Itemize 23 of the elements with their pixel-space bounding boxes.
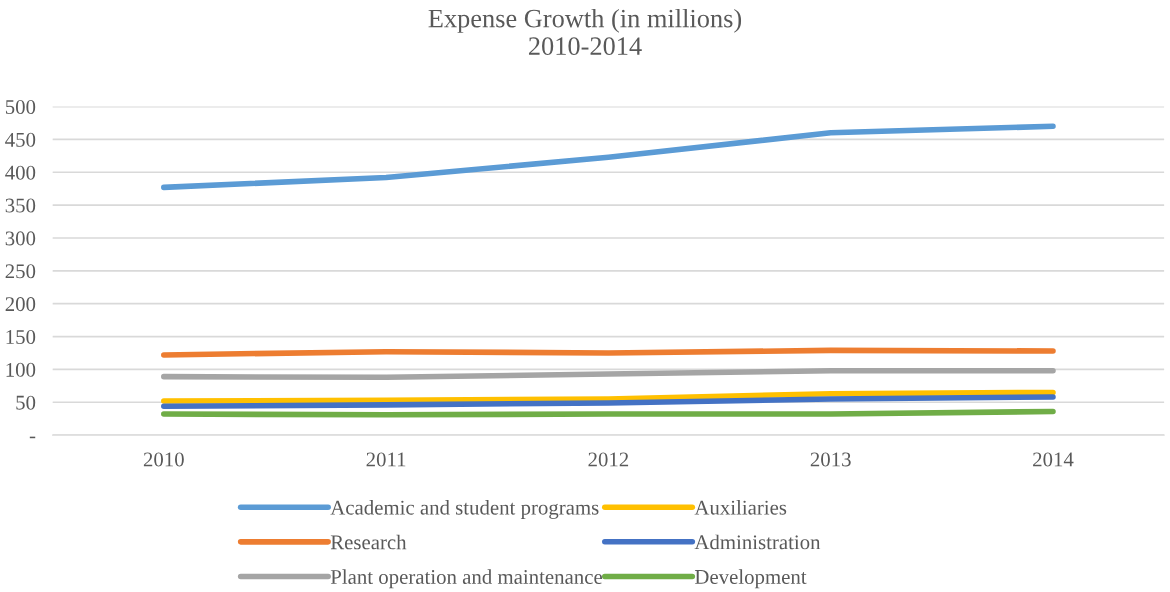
legend-label: Auxiliaries <box>694 500 787 515</box>
y-tick-label: 50 <box>16 395 36 410</box>
y-tick-label: 200 <box>5 297 36 312</box>
y-tick-label: 100 <box>6 362 36 377</box>
y-tick-label: 300 <box>5 231 36 246</box>
x-tick-label: 2011 <box>366 452 406 467</box>
y-tick-label: 500 <box>5 99 36 114</box>
x-tick-label: 2010 <box>143 452 184 467</box>
legend-label: Plant operation and maintenance <box>330 569 602 589</box>
y-tick-label: 150 <box>6 329 36 344</box>
y-tick-label: - <box>29 436 36 439</box>
y-tick-label: 250 <box>5 264 36 279</box>
y-tick-label: 350 <box>5 198 36 213</box>
x-tick-label: 2014 <box>1033 452 1074 467</box>
y-tick-label: 450 <box>5 132 36 147</box>
legend-label: Academic and student programs <box>330 500 599 519</box>
y-tick-label: 400 <box>5 165 36 180</box>
legend-label: Development <box>694 569 807 589</box>
chart-title: Expense Growth (in millions) 2010-2014 <box>428 8 742 56</box>
legend-label: Research <box>330 534 407 550</box>
legend-label: Administration <box>694 534 821 550</box>
x-tick-label: 2013 <box>810 452 851 467</box>
x-tick-label: 2012 <box>588 452 629 467</box>
